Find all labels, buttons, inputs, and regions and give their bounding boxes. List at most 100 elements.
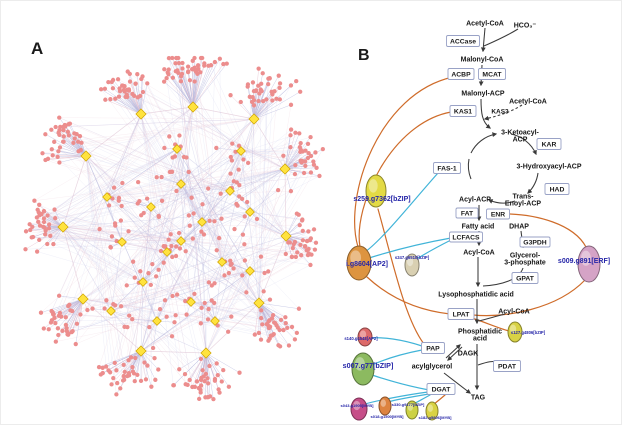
network-edge: [194, 81, 223, 263]
enzyme-label-MCAT: MCAT: [482, 71, 502, 78]
network-edge: [140, 83, 148, 115]
network-node: [312, 247, 318, 252]
network-edge: [194, 57, 223, 263]
network-edge: [110, 221, 203, 312]
network-hub: [225, 186, 235, 196]
network-node: [36, 219, 41, 224]
network-edge: [82, 298, 262, 311]
network-node: [49, 308, 54, 314]
network-edge: [180, 183, 274, 316]
network-edge: [178, 63, 194, 108]
network-edge: [42, 153, 231, 192]
network-edge: [62, 226, 309, 250]
network-edge: [129, 73, 286, 170]
tf-node-highlight-s043-g1905: [353, 400, 361, 411]
network-edge: [284, 132, 296, 170]
network-node: [190, 236, 195, 241]
network-node: [290, 245, 295, 251]
network-node: [158, 248, 164, 254]
network-node: [41, 326, 46, 331]
network-edge: [49, 224, 144, 283]
network-edge: [113, 106, 194, 379]
network-node: [187, 223, 192, 228]
network-edge: [117, 79, 286, 170]
network-edge: [258, 302, 286, 318]
network-node: [187, 377, 192, 383]
network-node: [207, 218, 212, 223]
network-node: [177, 133, 182, 138]
network-node: [214, 248, 219, 253]
network-edge: [106, 113, 142, 198]
network-node: [60, 328, 65, 333]
network-node: [164, 75, 169, 81]
network-edge: [62, 226, 311, 266]
network-edge: [106, 172, 311, 198]
network-node: [177, 367, 182, 372]
network-edge: [66, 320, 158, 332]
network-node: [199, 305, 204, 311]
network-edge: [140, 106, 194, 115]
network-edge: [85, 155, 117, 395]
network-node: [288, 127, 294, 132]
metabolite-acetyl-coa-2: Acetyl-CoA: [509, 98, 547, 105]
network-node: [258, 254, 264, 259]
network-node: [297, 131, 302, 136]
network-node: [32, 198, 37, 203]
network-node: [156, 367, 161, 372]
network-node: [121, 373, 126, 379]
network-node: [135, 372, 140, 378]
network-edge: [47, 106, 194, 216]
network-node: [41, 219, 47, 225]
network-edge: [57, 320, 158, 329]
metabolite-acyl-coa-2: Acyl-CoA: [498, 308, 530, 315]
network-edge: [71, 270, 251, 333]
network-edge: [140, 270, 251, 352]
network-node: [57, 115, 62, 120]
network-edge: [75, 118, 255, 345]
network-node: [191, 211, 196, 216]
network-node: [311, 227, 317, 232]
network-node: [97, 226, 102, 232]
network-edge: [166, 77, 194, 108]
network-edge: [82, 146, 300, 300]
network-edge: [242, 211, 251, 235]
network-edge: [85, 155, 133, 368]
network-edge: [168, 58, 223, 263]
network-node: [199, 229, 204, 234]
arrow-malonylacp-ketoacyl: [480, 98, 491, 129]
network-edge: [145, 106, 194, 380]
network-edge: [150, 118, 255, 208]
cycle-w: [467, 158, 472, 180]
network-edge: [39, 168, 286, 216]
network-node: [180, 60, 185, 66]
network-edge: [140, 264, 311, 352]
network-edge: [106, 196, 260, 304]
network-edge: [240, 150, 260, 304]
tf-node-highlight-s259-g7362: [368, 179, 378, 193]
network-node: [202, 61, 207, 66]
network-node: [176, 230, 182, 236]
network-node: [126, 358, 131, 363]
network-edge: [29, 168, 286, 225]
network-node: [51, 312, 56, 317]
network-edge: [113, 350, 142, 379]
enzyme-box-PDAT: [493, 360, 521, 372]
network-node: [212, 219, 217, 224]
network-edge: [106, 151, 303, 198]
network-node: [110, 86, 116, 91]
network-node: [270, 98, 275, 103]
tf-label-s259-g7362: s259.g7362[bZIP]: [353, 196, 410, 203]
network-edge: [140, 251, 168, 352]
network-edge: [142, 91, 286, 170]
network-node: [70, 328, 75, 334]
network-edge: [36, 226, 64, 252]
network-node: [112, 360, 117, 366]
network-node: [237, 194, 242, 199]
network-edge: [58, 132, 216, 322]
tf-node-s009-g891: [577, 245, 601, 283]
network-node: [163, 244, 168, 249]
enzyme-box-ACBP: [447, 68, 475, 80]
network-edge: [41, 148, 178, 215]
network-edge: [110, 245, 306, 312]
network-edge: [229, 150, 242, 192]
